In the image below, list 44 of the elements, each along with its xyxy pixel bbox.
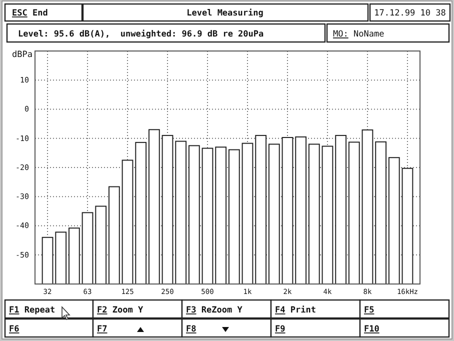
bar <box>175 140 187 284</box>
bar <box>362 129 374 284</box>
text: ESC End <box>12 8 48 18</box>
text: F1 Repeat <box>9 306 56 316</box>
bar <box>42 236 54 284</box>
bar <box>215 146 227 284</box>
text: F9 <box>275 324 286 334</box>
text: 17.12.99 10 38 <box>374 8 446 18</box>
bar <box>348 142 360 284</box>
bar <box>295 136 307 284</box>
text: F5 <box>364 306 374 316</box>
text: F7 <box>97 324 108 334</box>
y-axis-title: dBPa <box>12 50 32 60</box>
bar <box>55 232 67 284</box>
bar <box>268 144 280 284</box>
bar <box>95 206 107 284</box>
bar <box>335 134 347 284</box>
bar <box>375 141 387 284</box>
bar <box>122 160 134 284</box>
bar <box>162 134 174 284</box>
bar <box>202 148 214 284</box>
text: F4 Print <box>275 306 316 316</box>
bar <box>282 137 294 284</box>
text: MO: NoName <box>333 30 384 40</box>
bar <box>148 129 160 284</box>
bar <box>68 228 80 284</box>
bar <box>255 134 267 284</box>
bar <box>82 212 94 284</box>
text: F3 ReZoom Y <box>186 306 244 316</box>
chart-title: Level Measuring <box>186 8 264 18</box>
bar <box>188 145 200 284</box>
bar <box>135 142 147 284</box>
bar <box>228 149 240 284</box>
bar <box>108 186 120 284</box>
bar <box>402 168 414 284</box>
bar <box>388 157 400 284</box>
text: F8 <box>186 324 196 334</box>
bar <box>308 144 320 284</box>
text: F10 <box>364 324 380 334</box>
text: F6 <box>9 324 20 334</box>
chart-subtitle: Level: 95.6 dB(A), unweighted: 96.9 dB re 20uPa <box>18 30 264 40</box>
bar <box>322 146 334 284</box>
text: F2 Zoom Y <box>97 306 144 316</box>
bar <box>242 142 254 284</box>
